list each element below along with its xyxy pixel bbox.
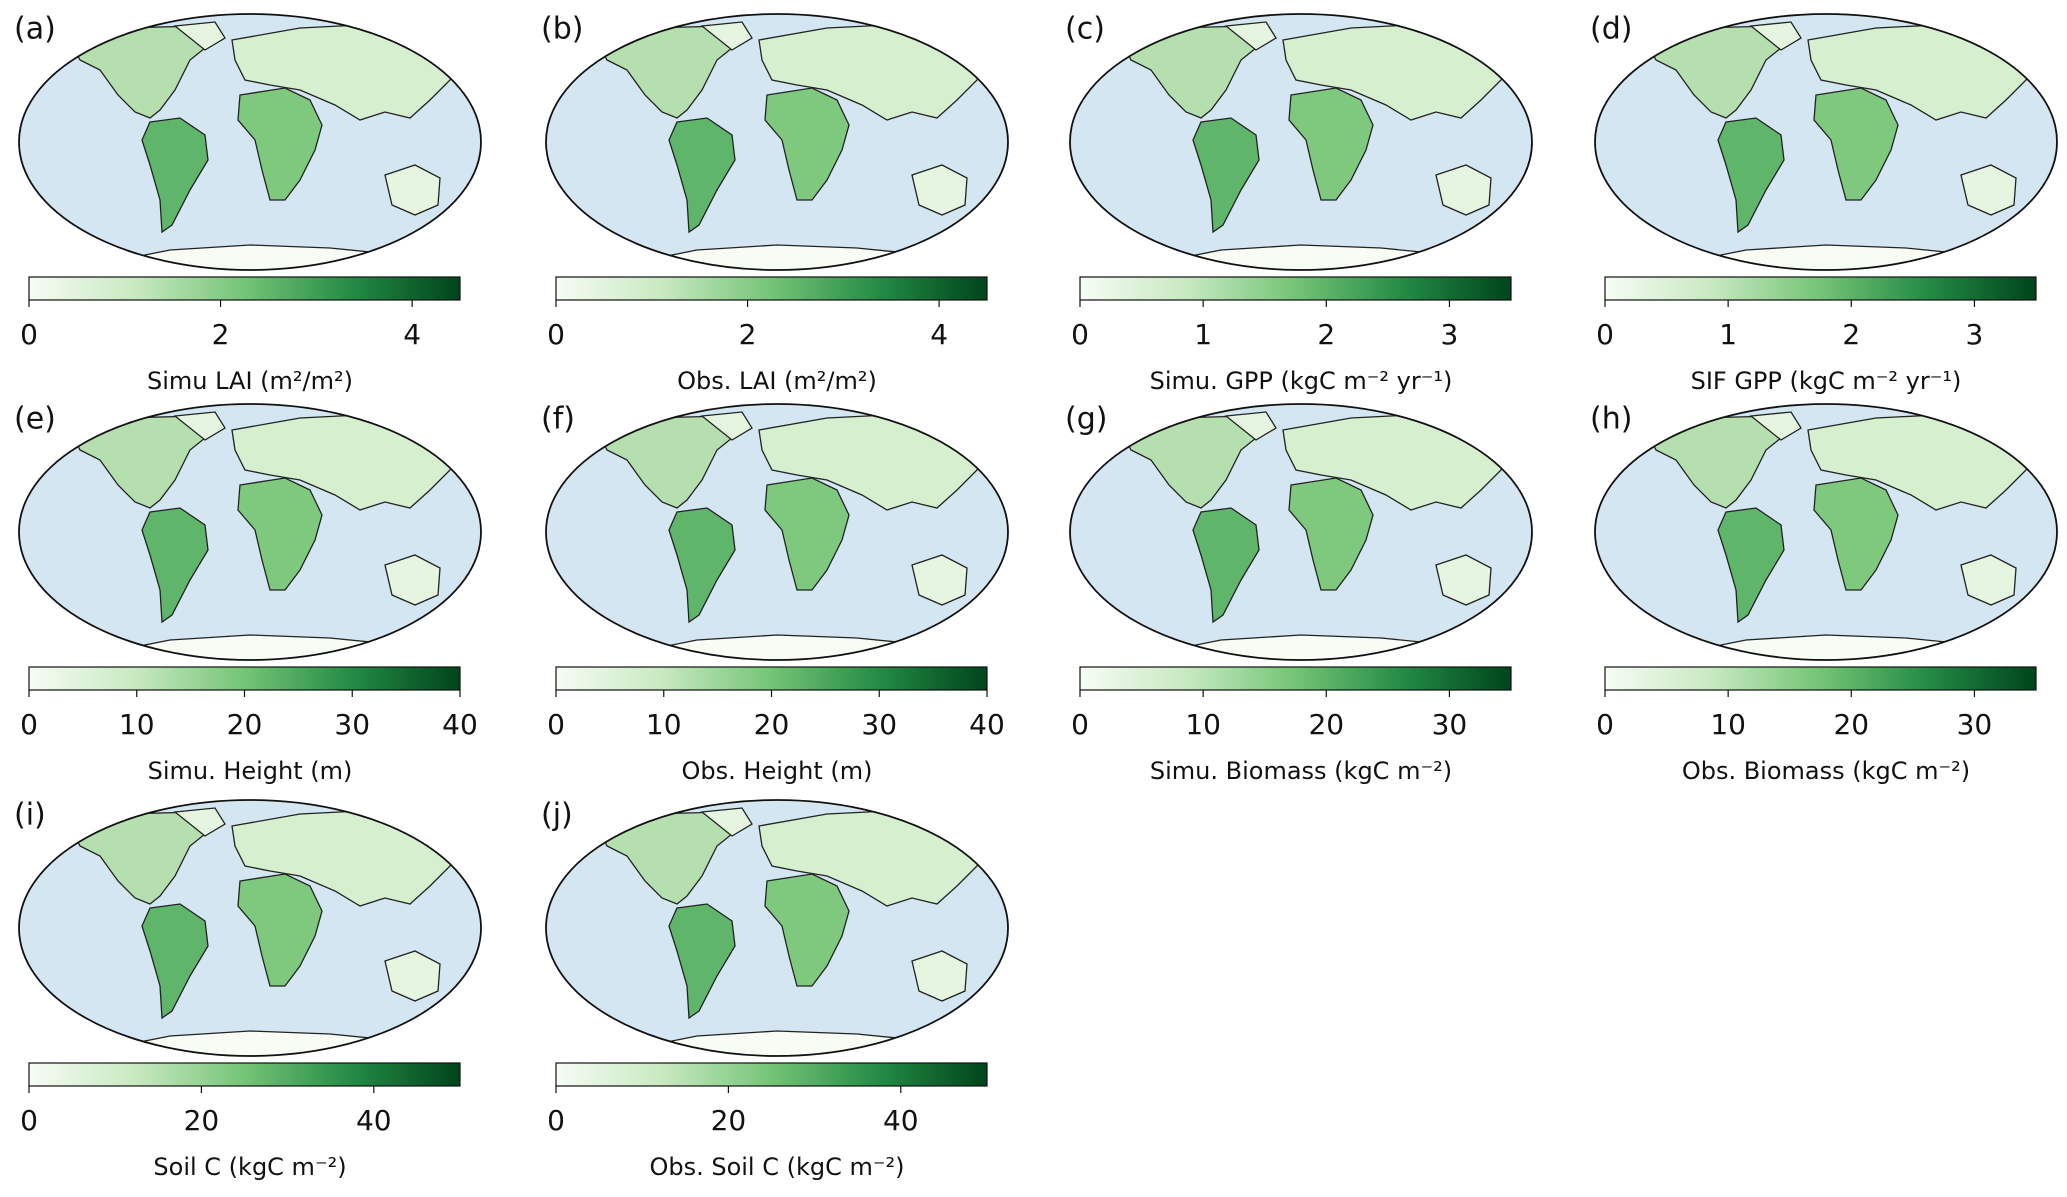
colorbar-tick-label: 20 — [1833, 708, 1869, 741]
colorbar-tick-label: 20 — [1308, 708, 1344, 741]
globe-outline — [18, 13, 482, 271]
colorbar-tick-label: 20 — [184, 1104, 220, 1137]
colorbar-tick-label: 0 — [547, 708, 565, 741]
colorbar-title: Obs. LAI (m²/m²) — [677, 367, 877, 395]
globe-outline — [18, 403, 482, 661]
panel-label: (a) — [14, 12, 56, 47]
colorbar — [28, 666, 461, 691]
colorbar-title: SIF GPP (kgC m⁻² yr⁻¹) — [1691, 367, 1962, 395]
colorbar-title: Soil C (kgC m⁻²) — [153, 1153, 346, 1181]
colorbar-tick-label: 40 — [442, 708, 478, 741]
globe-outline — [545, 799, 1009, 1057]
colorbar — [28, 276, 461, 301]
colorbar-title: Simu. Biomass (kgC m⁻²) — [1150, 757, 1452, 785]
panel: (a) 0 2 4 Simu LAI (m²/m²) — [14, 12, 482, 395]
colorbar-tick-label: 40 — [883, 1104, 919, 1137]
colorbar-tick-label: 2 — [1842, 318, 1860, 351]
panel-label: (c) — [1065, 12, 1105, 47]
panel-label: (h) — [1590, 402, 1632, 437]
globe-outline — [545, 13, 1009, 271]
globe-outline — [18, 799, 482, 1057]
colorbar-tick-label: 3 — [1441, 318, 1459, 351]
panel: (i) 0 20 40 Soil C (kgC m⁻²) — [14, 798, 482, 1181]
colorbar — [555, 1062, 988, 1087]
colorbar-tick-label: 0 — [547, 1104, 565, 1137]
colorbar-tick-label: 30 — [861, 708, 897, 741]
colorbar-tick-label: 10 — [1710, 708, 1746, 741]
colorbar-title: Simu. GPP (kgC m⁻² yr⁻¹) — [1150, 367, 1453, 395]
colorbar-tick-label: 40 — [356, 1104, 392, 1137]
colorbar-tick-label: 0 — [1596, 318, 1614, 351]
colorbar-tick-label: 30 — [1957, 708, 1993, 741]
panel-label: (f) — [541, 402, 575, 437]
colorbar-tick-label: 0 — [547, 318, 565, 351]
colorbar — [1079, 666, 1512, 691]
colorbar-tick-label: 2 — [739, 318, 757, 351]
colorbar-tick-label: 30 — [1432, 708, 1468, 741]
colorbar-title: Simu LAI (m²/m²) — [147, 367, 353, 395]
panel: (b) 0 2 4 Obs. LAI (m²/m²) — [541, 12, 1009, 395]
colorbar — [555, 276, 988, 301]
colorbar-tick-label: 30 — [334, 708, 370, 741]
colorbar-tick-label: 4 — [930, 318, 948, 351]
panel-label: (d) — [1590, 12, 1632, 47]
colorbar-tick-label: 20 — [227, 708, 263, 741]
colorbar-title: Obs. Soil C (kgC m⁻²) — [649, 1153, 904, 1181]
colorbar-tick-label: 0 — [1071, 708, 1089, 741]
panel: (h) 0 10 20 30 Obs. Biomass (kgC m⁻²) — [1590, 402, 2058, 785]
colorbar — [555, 666, 988, 691]
panel-label: (j) — [541, 798, 573, 833]
colorbar-tick-label: 2 — [212, 318, 230, 351]
colorbar-tick-label: 40 — [969, 708, 1005, 741]
globe-outline — [1594, 403, 2058, 661]
colorbar — [1604, 666, 2037, 691]
colorbar-tick-label: 0 — [1596, 708, 1614, 741]
colorbar-tick-label: 10 — [1185, 708, 1221, 741]
colorbar — [28, 1062, 461, 1087]
colorbar-tick-label: 1 — [1719, 318, 1737, 351]
colorbar-tick-label: 20 — [711, 1104, 747, 1137]
colorbar-tick-label: 1 — [1194, 318, 1212, 351]
colorbar-tick-label: 0 — [1071, 318, 1089, 351]
colorbar-tick-label: 4 — [403, 318, 421, 351]
colorbar-tick-label: 0 — [20, 708, 38, 741]
panel-label: (b) — [541, 12, 583, 47]
globe-outline — [1594, 13, 2058, 271]
colorbar — [1604, 276, 2037, 301]
colorbar — [1079, 276, 1512, 301]
panel-label: (i) — [14, 798, 46, 833]
colorbar-title: Obs. Biomass (kgC m⁻²) — [1682, 757, 1970, 785]
panel: (j) 0 20 40 Obs. Soil C (kgC m⁻²) — [541, 798, 1009, 1181]
panel-label: (e) — [14, 402, 56, 437]
panel: (e) 0 10 20 30 40 Simu. Height (m) — [14, 402, 482, 785]
panel: (g) 0 10 20 30 Simu. Biomass (kgC m⁻²) — [1065, 402, 1533, 785]
colorbar-tick-label: 2 — [1317, 318, 1335, 351]
colorbar-tick-label: 0 — [20, 1104, 38, 1137]
panel: (f) 0 10 20 30 40 Obs. Height (m) — [541, 402, 1009, 785]
panel: (c) 0 1 2 3 Simu. GPP (kgC m⁻² yr⁻¹) — [1065, 12, 1533, 395]
colorbar-tick-label: 10 — [646, 708, 682, 741]
globe-outline — [545, 403, 1009, 661]
panel-label: (g) — [1065, 402, 1107, 437]
colorbar-tick-label: 0 — [20, 318, 38, 351]
colorbar-title: Simu. Height (m) — [148, 757, 353, 785]
colorbar-tick-label: 3 — [1966, 318, 1984, 351]
colorbar-title: Obs. Height (m) — [682, 757, 873, 785]
globe-outline — [1069, 403, 1533, 661]
globe-outline — [1069, 13, 1533, 271]
colorbar-tick-label: 10 — [119, 708, 155, 741]
colorbar-tick-label: 20 — [754, 708, 790, 741]
